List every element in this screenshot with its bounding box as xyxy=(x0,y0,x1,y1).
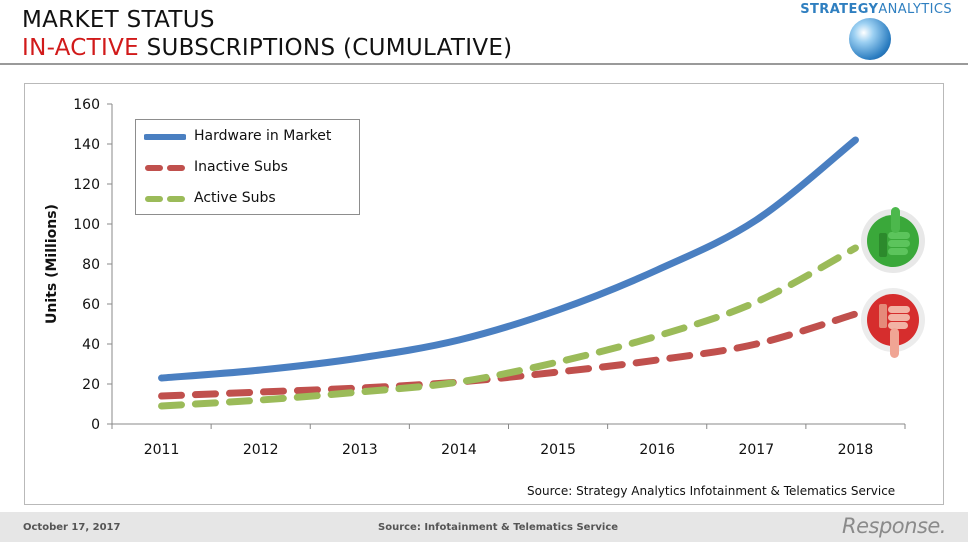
y-tick-label: 140 xyxy=(73,137,100,153)
legend-swatch-inactive xyxy=(145,165,186,171)
footer-bar: October 17, 2017 Source: Infotainment & … xyxy=(0,512,968,542)
footer-source: Source: Infotainment & Telematics Servic… xyxy=(378,522,619,533)
chart-icons xyxy=(861,207,925,358)
thumbs-down-icon xyxy=(861,288,925,358)
y-tick-label: 120 xyxy=(73,177,100,193)
legend-label-hardware: Hardware in Market xyxy=(194,128,332,144)
legend-swatch-active xyxy=(145,196,186,202)
title-rest: SUBSCRIPTIONS (CUMULATIVE) xyxy=(138,35,513,61)
chart-axes: 0 20 40 60 80 100 120 140 160 2011 2012 2013 2014 201… xyxy=(44,97,906,458)
brand-bold: STRATEGY xyxy=(800,2,879,17)
x-tick-label: 2016 xyxy=(639,442,675,458)
globe-icon xyxy=(849,18,891,60)
legend-swatch-hardware xyxy=(144,134,186,140)
y-tick-label: 80 xyxy=(82,257,100,273)
y-tick-label: 20 xyxy=(82,377,100,393)
brand-thin: ANALYTICS xyxy=(878,2,952,17)
series-line-1 xyxy=(158,310,859,400)
y-tick-label: 0 xyxy=(91,417,100,433)
y-tick-label: 160 xyxy=(73,97,100,113)
title-highlight: IN-ACTIVE xyxy=(22,35,139,61)
chart-legend: Hardware in Market Inactive Subs Active … xyxy=(135,119,360,215)
x-tick-label: 2012 xyxy=(243,442,279,458)
x-tick-label: 2018 xyxy=(838,442,874,458)
footer-date: October 17, 2017 xyxy=(23,522,121,533)
x-tick-label: 2017 xyxy=(738,442,774,458)
y-tick-label: 100 xyxy=(73,217,100,233)
y-tick-label: 40 xyxy=(82,337,100,353)
x-tick-label: 2014 xyxy=(441,442,477,458)
title-line-1: MARKET STATUS xyxy=(22,7,215,33)
y-tick-label: 60 xyxy=(82,297,100,313)
x-tick-label: 2011 xyxy=(144,442,180,458)
source-note: Source: Strategy Analytics Infotainment … xyxy=(527,484,896,498)
legend-label-active: Active Subs xyxy=(194,190,276,206)
legend-label-inactive: Inactive Subs xyxy=(194,159,288,175)
series-line-0 xyxy=(158,136,859,382)
footer-logo: Response. xyxy=(842,514,946,538)
y-axis-title: Units (Millions) xyxy=(44,204,60,324)
title-line-2: IN-ACTIVE SUBSCRIPTIONS (CUMULATIVE) xyxy=(22,35,512,61)
x-tick-label: 2013 xyxy=(342,442,378,458)
x-tick-label: 2015 xyxy=(540,442,576,458)
series-line-2 xyxy=(158,244,859,410)
brand-logo-text: STRATEGYANALYTICS xyxy=(800,2,952,17)
header-divider xyxy=(0,63,968,65)
thumbs-up-icon xyxy=(861,207,925,273)
line-chart: 0 20 40 60 80 100 120 140 160 2011 2012 2013 2014 201… xyxy=(44,97,925,458)
chart-series xyxy=(158,136,859,410)
